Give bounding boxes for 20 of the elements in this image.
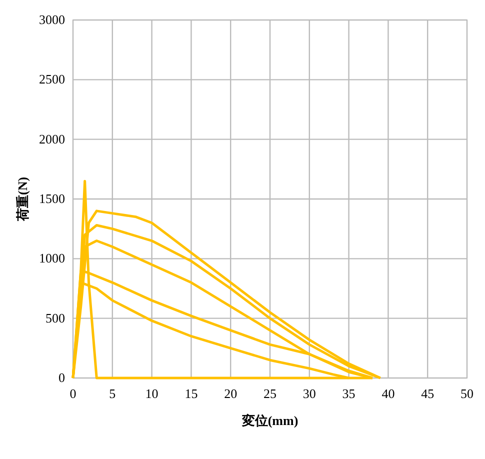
y-tick-label: 3000 — [39, 12, 65, 27]
y-tick-label: 1000 — [39, 250, 65, 266]
y-tick-label: 500 — [46, 310, 65, 326]
x-tick-label: 25 — [264, 386, 276, 401]
y-axis-title: 荷重(N) — [15, 176, 30, 222]
y-tick-label: 0 — [58, 370, 65, 385]
x-tick-label: 35 — [342, 386, 356, 401]
x-tick-label: 15 — [184, 386, 198, 401]
y-tick-label: 1500 — [39, 191, 65, 206]
x-tick-label: 5 — [109, 386, 116, 401]
x-tick-label: 10 — [145, 386, 158, 401]
x-tick-label: 50 — [460, 386, 474, 401]
y-tick-label: 2000 — [39, 131, 65, 146]
x-tick-label: 40 — [382, 386, 395, 401]
y-tick-label: 2500 — [39, 72, 65, 87]
x-tick-label: 0 — [70, 386, 76, 401]
x-axis-title: 変位(mm) — [240, 413, 298, 428]
x-tick-label: 20 — [224, 386, 238, 401]
x-tick-label: 30 — [302, 386, 316, 401]
x-tick-label: 45 — [421, 386, 434, 401]
